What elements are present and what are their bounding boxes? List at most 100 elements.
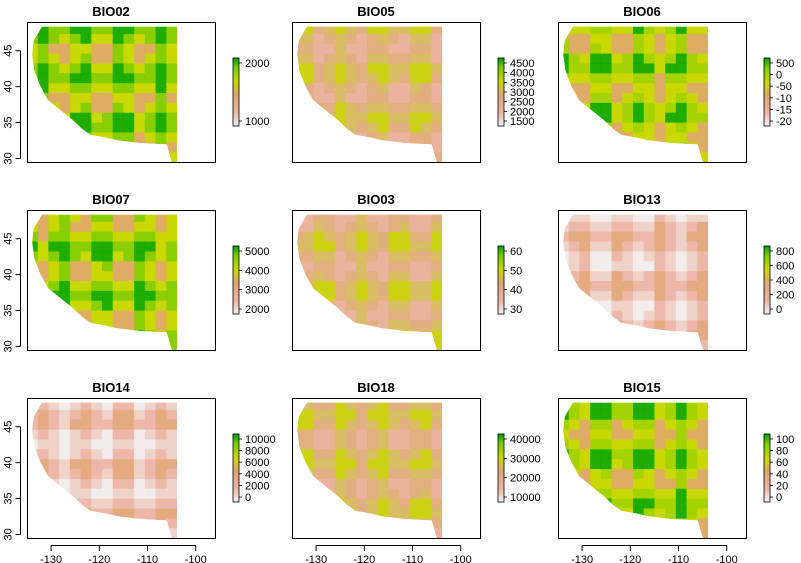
x-axis: -130 -120 -110 -100	[571, 545, 738, 563]
plot-frame	[292, 22, 481, 163]
legend-tick-label: 60	[776, 457, 788, 469]
legend-tick-label: 40	[776, 469, 788, 481]
legend-tick-label: 200	[776, 290, 794, 302]
legend-tick-label: 10000	[510, 492, 541, 504]
legend-tick-label: 20000	[510, 473, 541, 485]
y-axis: 30 35 40 45	[3, 233, 21, 353]
y-tick-label: 40	[3, 456, 15, 468]
y-tick-label: 35	[3, 492, 15, 504]
legend-tick-label: 50	[510, 265, 522, 277]
plot-frame	[27, 22, 216, 163]
y-tick-label: 45	[3, 421, 15, 433]
x-tick-label: -130	[40, 554, 62, 563]
legend-colorbar	[232, 57, 240, 127]
panel-bio03: BIO03 60 50 40 30	[292, 192, 522, 351]
x-tick-label: -120	[353, 554, 375, 563]
legend-tick-label: 80	[776, 446, 788, 458]
legend-tick-label: -50	[776, 81, 792, 93]
y-tick-label: 45	[3, 233, 15, 245]
legend-tick-label: 60	[510, 246, 522, 258]
y-tick-label: 30	[3, 152, 15, 164]
legend-tick-label: 10000	[245, 434, 276, 446]
plot-frame	[27, 398, 216, 539]
panel-bio06: BIO06 5000-50-10-15-20	[558, 4, 794, 163]
legend-tick-label: -10	[776, 93, 792, 105]
legend-tick-label: 4000	[245, 469, 269, 481]
legend-tick-label: 3000	[510, 87, 534, 99]
legend-tick-label: -20	[776, 116, 792, 128]
legend-tick-label: 3500	[510, 77, 534, 89]
plot-frame	[558, 22, 747, 163]
plot-frame	[27, 210, 216, 351]
panel-bio18: BIO18 40000 30000 20000 10000	[292, 380, 541, 539]
legend-tick-label: 3000	[245, 285, 269, 297]
legend-colorbar	[763, 245, 771, 315]
x-tick-label: -120	[88, 554, 110, 563]
legend-tick-label: 4500	[510, 58, 534, 70]
panel-title: BIO02	[92, 4, 130, 19]
legend-tick-label: 400	[776, 275, 794, 287]
legend-colorbar	[232, 433, 240, 503]
panel-bio02: BIO02 2000 1000	[27, 4, 269, 163]
panel-title: BIO14	[92, 380, 130, 395]
legend-tick-label: 2500	[510, 97, 534, 109]
raster-map	[32, 214, 177, 350]
panel-title: BIO13	[623, 192, 661, 207]
legend-tick-label: 30000	[510, 453, 541, 465]
legend-tick-label: 8000	[245, 446, 269, 458]
plot-frame	[558, 210, 747, 351]
legend-colorbar	[763, 57, 771, 127]
panel-title: BIO18	[357, 380, 395, 395]
legend-tick-label: 100	[776, 434, 794, 446]
raster-map	[297, 402, 442, 538]
y-tick-label: 30	[3, 340, 15, 352]
legend-tick-label: 40	[510, 285, 522, 297]
panel-title: BIO05	[357, 4, 395, 19]
plot-frame	[558, 398, 747, 539]
legend-tick-label: 600	[776, 261, 794, 273]
raster-map	[563, 214, 708, 350]
legend-tick-label: 2000	[510, 106, 534, 118]
legend-colorbar	[763, 433, 771, 503]
x-tick-label: -110	[668, 554, 689, 563]
legend-tick-label: 1500	[510, 116, 534, 128]
raster-map	[563, 402, 708, 538]
panel-title: BIO07	[92, 192, 130, 207]
x-tick-label: -100	[450, 554, 472, 563]
legend-tick-label: 2000	[245, 304, 269, 316]
legend-tick-label: 4000	[245, 265, 269, 277]
legend-tick-label: 0	[245, 492, 251, 504]
x-tick-label: -110	[137, 554, 158, 563]
legend-tick-label: 0	[776, 304, 782, 316]
y-tick-label: 40	[3, 80, 15, 92]
legend-tick-label: 2000	[245, 58, 269, 70]
y-axis: 30 35 40 45	[3, 45, 21, 165]
y-axis: 30 35 40 45	[3, 421, 21, 541]
raster-map	[297, 214, 442, 350]
legend-tick-label: -15	[776, 104, 792, 116]
legend-tick-label: 2000	[245, 480, 269, 492]
panel-bio07: BIO07 5000 4000 3000 2000	[27, 192, 269, 351]
plot-frame	[292, 398, 481, 539]
plot-frame	[292, 210, 481, 351]
legend-tick-label: 1000	[245, 116, 269, 128]
legend-tick-label: 800	[776, 246, 794, 258]
x-axis: -130 -120 -110 -100	[305, 545, 472, 563]
y-tick-label: 35	[3, 304, 15, 316]
raster-map	[32, 402, 177, 538]
legend-tick-label: 40000	[510, 434, 541, 446]
legend-tick-label: 20	[776, 480, 788, 492]
y-tick-label: 45	[3, 45, 15, 57]
x-tick-label: -130	[305, 554, 327, 563]
legend-colorbar	[232, 245, 240, 315]
legend-tick-label: 5000	[245, 246, 269, 258]
x-tick-label: -110	[402, 554, 423, 563]
x-axis: -130 -120 -110 -100	[40, 545, 207, 563]
legend-colorbar	[497, 57, 505, 127]
y-tick-label: 30	[3, 528, 15, 540]
legend-tick-label: 500	[776, 58, 794, 70]
